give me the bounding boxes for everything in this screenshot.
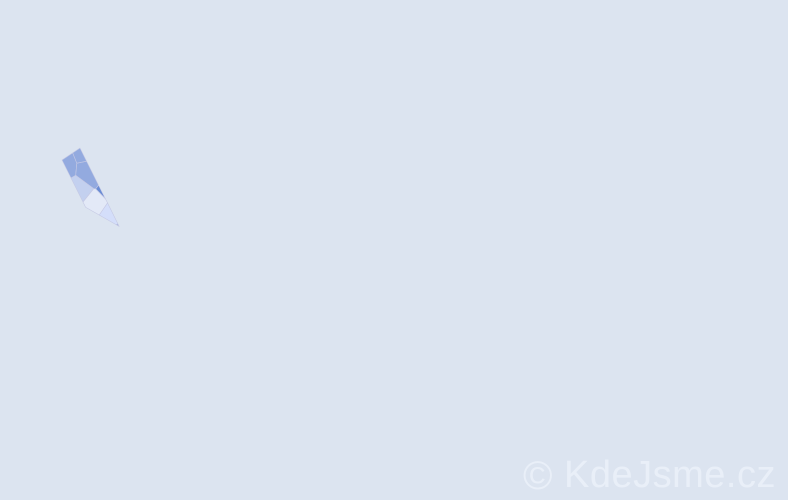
copyright-icon: © xyxy=(522,454,553,498)
map-district[interactable] xyxy=(115,223,120,227)
map-district[interactable] xyxy=(72,147,87,164)
map-district[interactable] xyxy=(82,188,108,216)
district-polygons-group[interactable] xyxy=(61,147,120,227)
watermark-text: KdeJsme.cz xyxy=(564,454,776,496)
watermark: © KdeJsme.cz xyxy=(523,456,776,496)
